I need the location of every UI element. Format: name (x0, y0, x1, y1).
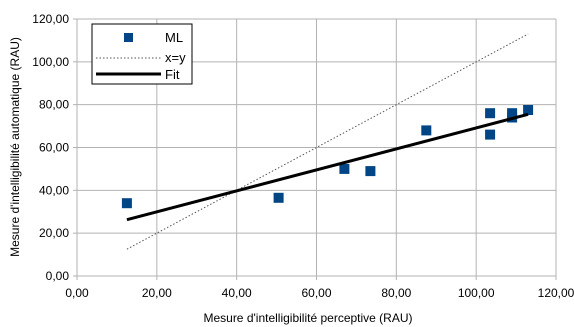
legend: ML x=y Fit (91, 23, 193, 85)
y-axis-title: Mesure d'intelligibilité automatique (RA… (8, 37, 22, 257)
y-tick-label: 20,00 (39, 226, 69, 240)
data-point (273, 192, 284, 203)
data-point (339, 163, 350, 174)
data-point (121, 198, 132, 209)
y-tick-label: 0,00 (46, 269, 70, 283)
legend-label-xy: x=y (165, 50, 186, 65)
data-point (485, 129, 496, 140)
legend-label-ml: ML (165, 30, 183, 45)
legend-label-fit: Fit (165, 67, 180, 82)
legend-marker-ml (124, 33, 133, 42)
data-point (485, 108, 496, 119)
fit-line (126, 112, 529, 222)
x-tick-label: 0,00 (65, 286, 89, 300)
y-tick-label: 60,00 (39, 141, 69, 155)
data-point (365, 166, 376, 177)
data-point (523, 105, 534, 115)
x-tick-label: 80,00 (381, 286, 411, 300)
x-tick-label: 60,00 (301, 286, 331, 300)
data-point (421, 125, 432, 136)
y-tick-label: 100,00 (32, 55, 69, 69)
plot-series (121, 33, 534, 250)
y-tick-label: 80,00 (39, 98, 69, 112)
y-tick-label: 40,00 (39, 183, 69, 197)
identity-line (126, 33, 529, 250)
y-tick-label: 120,00 (32, 12, 69, 26)
x-axis-title: Mesure d'intelligibilité perceptive (RAU… (203, 311, 412, 325)
x-tick-label: 100,00 (458, 286, 495, 300)
x-tick-label: 120,00 (538, 286, 574, 300)
x-tick-label: 20,00 (142, 286, 172, 300)
x-tick-label: 40,00 (222, 286, 252, 300)
axes: 0,00 20,00 40,00 60,00 80,00 100,00 120,00 0,00… (32, 12, 574, 300)
